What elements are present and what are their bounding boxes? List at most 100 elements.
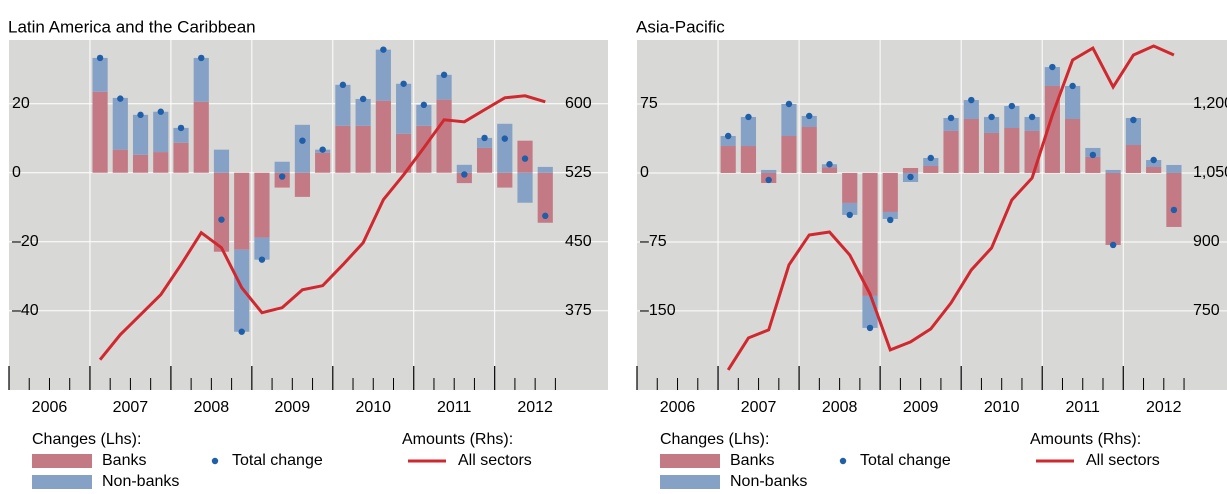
bar (1004, 128, 1020, 173)
bar (476, 137, 493, 148)
dot (157, 108, 164, 115)
bar (355, 98, 371, 126)
bar (862, 172, 878, 296)
bar (193, 101, 209, 173)
dot (198, 54, 205, 62)
legend-swatch (660, 454, 720, 468)
bar (355, 125, 371, 173)
bar (963, 118, 979, 173)
y-tick-label: –75 (640, 233, 667, 250)
dot (1008, 102, 1016, 110)
legend-label: Non-banks (102, 473, 179, 490)
bar (1125, 145, 1141, 173)
bar (497, 172, 513, 188)
legend-heading: Changes (Lhs): (660, 431, 769, 448)
x-tick-label: 2011 (437, 399, 472, 416)
bar (983, 116, 1000, 133)
bar (537, 172, 553, 223)
bar (1105, 169, 1121, 173)
chart-title: Latin America and the Caribbean (8, 17, 256, 36)
x-tick-label: 2006 (660, 399, 696, 416)
bar (842, 202, 858, 215)
dot (400, 80, 407, 87)
dot (724, 132, 732, 140)
y-tick-label: –20 (12, 233, 39, 250)
dot (501, 135, 508, 142)
dot (218, 216, 225, 223)
bar (132, 154, 149, 173)
bar (720, 136, 736, 147)
bar (963, 100, 979, 119)
bar (315, 152, 331, 173)
bar (213, 172, 230, 252)
dot (785, 100, 793, 108)
x-tick-label: 2010 (984, 399, 1020, 416)
bar (92, 91, 108, 173)
y-tick-label: 20 (12, 95, 30, 112)
line (98, 94, 546, 361)
bar (274, 172, 290, 188)
dot (481, 134, 488, 142)
y-tick-label: –40 (12, 302, 39, 319)
bar (132, 114, 149, 155)
bar (1065, 85, 1081, 119)
legend-label: Banks (730, 452, 774, 469)
y2-tick-label: 375 (565, 302, 592, 319)
y2-tick-label: 1,200 (1193, 95, 1227, 112)
bar (740, 116, 757, 147)
bar (821, 167, 838, 173)
dot (380, 46, 387, 53)
dot (440, 71, 448, 79)
bar (882, 211, 898, 219)
bar (1004, 106, 1020, 129)
bar (254, 172, 270, 238)
bar (436, 99, 452, 173)
bar (335, 84, 351, 126)
legend-label: Non-banks (730, 473, 807, 490)
dot (887, 216, 894, 224)
dot (988, 113, 995, 121)
legend-label: Total change (232, 452, 323, 469)
bar (274, 161, 290, 173)
dot (745, 113, 752, 121)
legend-swatch (32, 475, 92, 489)
bar (720, 146, 736, 173)
bar (842, 172, 858, 203)
bar (1044, 67, 1060, 86)
bar (92, 57, 108, 92)
legend-swatch (32, 454, 92, 468)
dot (806, 112, 813, 120)
bar (517, 172, 533, 203)
y2-tick-label: 450 (565, 233, 592, 250)
x-tick-label: 2009 (903, 399, 939, 416)
bar (476, 147, 493, 173)
x-tick-label: 2007 (113, 399, 149, 416)
dot (1069, 82, 1076, 90)
bar (1146, 166, 1162, 173)
bar (740, 146, 757, 173)
dot (846, 211, 853, 219)
dot (1028, 113, 1036, 121)
x-tick-label: 2008 (194, 399, 230, 416)
dot (866, 324, 874, 332)
bar (153, 111, 169, 153)
bar (882, 172, 898, 212)
bar (375, 49, 391, 101)
bar (1146, 160, 1162, 167)
bar (173, 127, 189, 143)
y-tick-label: 0 (12, 164, 21, 181)
y-tick-label: 0 (640, 164, 649, 181)
dot (907, 173, 914, 181)
y2-tick-label: 750 (1193, 302, 1220, 319)
bar (254, 237, 270, 260)
legend-heading: Amounts (Rhs): (402, 431, 513, 448)
dot (1150, 156, 1157, 164)
dot (542, 212, 549, 220)
bar (902, 168, 919, 173)
bar (213, 149, 230, 173)
legend-heading: Amounts (Rhs): (1030, 431, 1141, 448)
bar (1166, 172, 1182, 227)
dot (947, 114, 955, 122)
dot (339, 81, 347, 89)
bar (112, 97, 128, 150)
